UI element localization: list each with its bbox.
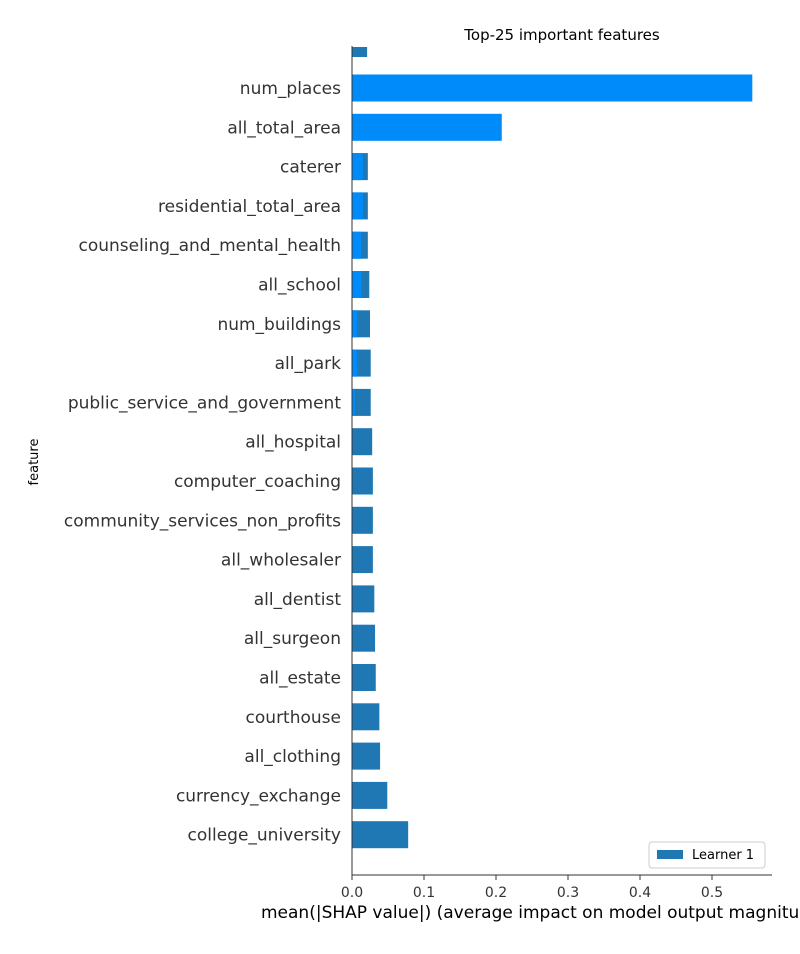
feature-label-residential_total_area: residential_total_area (158, 197, 341, 217)
x-tick-label: 0.0 (341, 885, 363, 901)
x-tick-label: 0.4 (629, 885, 651, 901)
bar-highlight-num_places (352, 74, 753, 102)
feature-label-all_school: all_school (258, 276, 341, 296)
feature-label-courthouse: courthouse (246, 708, 341, 728)
bar-highlight-all_total_area (352, 113, 502, 141)
bar-learner-1-community_services_non_profits (352, 506, 373, 534)
chart-title: Top-25 important features (463, 26, 660, 44)
bar-learner-1-all_estate (352, 664, 376, 691)
x-tick-label: 0.1 (413, 885, 435, 901)
x-tick-label: 0.3 (557, 885, 579, 901)
x-axis-label: mean(|SHAP value|) (average impact on mo… (261, 903, 800, 923)
legend-swatch (657, 850, 683, 859)
feature-label-community_services_non_profits: community_services_non_profits (64, 511, 341, 531)
bar-highlight-caterer (352, 153, 363, 181)
feature-label-college_university: college_university (188, 826, 342, 846)
feature-label-all_park: all_park (275, 354, 342, 374)
bar-learner-1-all_clothing (352, 742, 381, 770)
bar-learner-1-all_surgeon (352, 624, 376, 652)
y-axis-label: feature (27, 439, 42, 486)
feature-label-caterer: caterer (280, 158, 341, 178)
feature-label-all_total_area: all_total_area (227, 118, 341, 138)
feature-label-all_clothing: all_clothing (244, 747, 341, 767)
bar-learner-1-all_hospital (352, 428, 373, 456)
bar-highlight-num_buildings (352, 310, 358, 338)
x-tick-label: 0.5 (701, 885, 723, 901)
bars-layer (352, 47, 753, 849)
feature-label-all_estate: all_estate (259, 669, 341, 689)
feature-label-computer_coaching: computer_coaching (174, 472, 341, 492)
feature-label-num_places: num_places (240, 79, 341, 99)
bar-learner-1-all_wholesaler (352, 546, 373, 574)
bar-learner-1-computer_coaching (352, 467, 373, 495)
bar-partial-top (352, 47, 368, 57)
feature-label-counseling_and_mental_health: counseling_and_mental_health (78, 236, 341, 256)
feature-label-num_buildings: num_buildings (217, 315, 341, 335)
bar-highlight-all_park (352, 349, 358, 377)
bar-learner-1-college_university (352, 821, 409, 849)
legend-label: Learner 1 (692, 848, 754, 863)
bar-highlight-public_service_and_government (352, 388, 355, 416)
bar-highlight-counseling_and_mental_health (352, 231, 362, 259)
feature-label-all_dentist: all_dentist (254, 590, 342, 610)
bar-learner-1-all_dentist (352, 585, 375, 613)
bar-highlight-all_school (352, 271, 362, 298)
legend-frame (648, 841, 766, 869)
feature-label-currency_exchange: currency_exchange (176, 786, 341, 806)
feature-label-all_hospital: all_hospital (245, 433, 341, 453)
x-tick-label: 0.2 (485, 885, 507, 901)
bar-learner-1-courthouse (352, 703, 380, 731)
feature-label-public_service_and_government: public_service_and_government (68, 393, 341, 413)
feature-label-all_wholesaler: all_wholesaler (221, 551, 341, 571)
x-axis-ticks: 0.0 0.1 0.2 0.3 0.4 0.5 (341, 875, 723, 901)
bar-highlight-residential_total_area (352, 192, 363, 220)
bar-learner-1-currency_exchange (352, 781, 388, 809)
legend: Learner 1 (648, 841, 766, 869)
bar-learner-1-public_service_and_government (352, 388, 371, 416)
feature-label-all_surgeon: all_surgeon (244, 629, 341, 649)
